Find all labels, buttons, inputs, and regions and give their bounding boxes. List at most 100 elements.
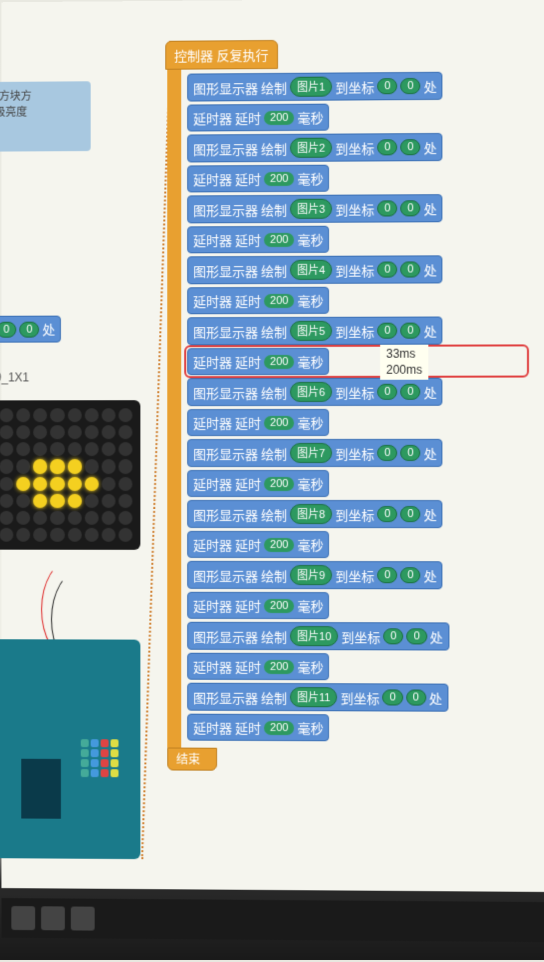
delay-block[interactable]: 延时器 延时 200 毫秒 [187, 164, 526, 193]
led-cell[interactable] [0, 425, 13, 439]
led-cell[interactable] [0, 408, 13, 422]
timer-label: 延时器 [193, 657, 232, 676]
led-cell[interactable] [0, 459, 13, 473]
led-cell[interactable] [101, 459, 115, 473]
led-cell[interactable] [84, 442, 98, 456]
coord-y[interactable]: 0 [19, 321, 39, 337]
display-block[interactable]: 图形显示器 绘制 图片7 到坐标 0 0 处 [187, 439, 526, 467]
delay-block[interactable]: 延时器 延时 200 毫秒 [187, 347, 526, 375]
led-cell[interactable] [118, 494, 132, 508]
led-cell[interactable] [118, 477, 132, 491]
led-cell[interactable] [16, 425, 30, 439]
display-block[interactable]: 图形显示器 绘制 图片1 到坐标 0 0 处 [187, 71, 526, 101]
start-icon[interactable] [11, 906, 35, 930]
display-block[interactable]: 图形显示器 绘制 图片2 到坐标 0 0 处 [187, 132, 526, 162]
main-block-stack[interactable]: 控制器 反复执行 图形显示器 绘制 图片1 到坐标 0 0 处延时器 延时 20… [165, 38, 526, 772]
led-cell[interactable] [33, 528, 47, 542]
led-cell[interactable] [0, 511, 13, 525]
led-cell[interactable] [0, 528, 13, 542]
led-cell[interactable] [101, 511, 115, 525]
led-cell[interactable] [33, 494, 47, 508]
delay-block[interactable]: 延时器 延时 200 毫秒 [187, 592, 526, 620]
led-cell[interactable] [50, 408, 64, 422]
coord-x[interactable]: 0 [0, 321, 16, 337]
led-cell[interactable] [101, 494, 115, 508]
led-cell[interactable] [16, 477, 30, 491]
arduino-board[interactable] [0, 639, 140, 859]
delay-block[interactable]: 延时器 延时 200 毫秒 [187, 531, 526, 558]
led-cell[interactable] [84, 528, 98, 542]
led-cell[interactable] [67, 408, 81, 422]
led-cell[interactable] [101, 425, 115, 439]
led-cell[interactable] [33, 425, 47, 439]
led-cell[interactable] [67, 528, 81, 542]
led-cell[interactable] [50, 528, 64, 542]
delay-block[interactable]: 延时器 延时 200 毫秒 [187, 225, 526, 253]
led-cell[interactable] [33, 477, 47, 491]
led-cell[interactable] [50, 511, 64, 525]
led-cell[interactable] [118, 425, 132, 439]
led-cell[interactable] [33, 442, 47, 456]
display-block[interactable]: 图形显示器 绘制 图片10 到坐标 0 0 处 [187, 622, 526, 651]
controller-loop-block[interactable]: 控制器 反复执行 [165, 40, 277, 70]
led-cell[interactable] [16, 494, 30, 508]
led-cell[interactable] [84, 511, 98, 525]
led-cell[interactable] [84, 425, 98, 439]
display-block[interactable]: 图形显示器 绘制 图片5 到坐标 0 0 处 [187, 316, 526, 345]
led-cell[interactable] [84, 408, 98, 422]
delay-block[interactable]: 延时器 延时 200 毫秒 [187, 653, 526, 681]
led-cell[interactable] [118, 528, 132, 542]
led-cell[interactable] [67, 477, 81, 491]
led-cell[interactable] [67, 511, 81, 525]
led-cell[interactable] [16, 528, 30, 542]
led-cell[interactable] [33, 459, 47, 473]
led-cell[interactable] [84, 477, 98, 491]
led-cell[interactable] [101, 477, 115, 491]
delay-block[interactable]: 延时器 延时 200 毫秒 [187, 102, 526, 131]
delay-block[interactable]: 延时器 延时 200 毫秒 [187, 286, 526, 314]
led-cell[interactable] [16, 459, 30, 473]
led-cell[interactable] [118, 511, 132, 525]
led-cell[interactable] [50, 425, 64, 439]
display-block[interactable]: 图形显示器 绘制 图片8 到坐标 0 0 处 [187, 500, 526, 528]
led-cell[interactable] [101, 408, 115, 422]
comment-box[interactable]: LED方块方 选8级亮度 52) [0, 81, 91, 151]
led-cell[interactable] [50, 477, 64, 491]
led-cell[interactable] [16, 408, 30, 422]
taskbar-app-icon[interactable] [41, 906, 65, 930]
led-cell[interactable] [67, 494, 81, 508]
delay-block[interactable]: 延时器 延时 200 毫秒 [187, 409, 526, 436]
led-cell[interactable] [33, 408, 47, 422]
display-block[interactable]: 图形显示器 绘制 图片4 到坐标 0 0 处 [187, 255, 526, 284]
led-cell[interactable] [101, 528, 115, 542]
led-cell[interactable] [67, 442, 81, 456]
taskbar-app-icon[interactable] [71, 906, 95, 930]
left-snippet-block[interactable]: 坐标 0 0 处 [0, 316, 61, 343]
led-cell[interactable] [33, 511, 47, 525]
led-cell[interactable] [16, 511, 30, 525]
led-cell[interactable] [0, 494, 13, 508]
led-cell[interactable] [50, 459, 64, 473]
display-block[interactable]: 图形显示器 绘制 图片6 到坐标 0 0 处 [187, 378, 526, 407]
led-cell[interactable] [67, 459, 81, 473]
led-cell[interactable] [118, 459, 132, 473]
led-cell[interactable] [118, 442, 132, 456]
led-cell[interactable] [50, 494, 64, 508]
workspace[interactable]: LED方块方 选8级亮度 52) 坐标 0 0 处 219_1X1 [1, 0, 544, 892]
led-cell[interactable] [0, 477, 13, 491]
led-cell[interactable] [0, 442, 13, 456]
led-cell[interactable] [118, 408, 132, 422]
led-cell[interactable] [16, 442, 30, 456]
led-cell[interactable] [84, 494, 98, 508]
taskbar[interactable] [1, 898, 544, 942]
led-matrix[interactable] [0, 400, 140, 550]
display-block[interactable]: 图形显示器 绘制 图片3 到坐标 0 0 处 [187, 194, 526, 224]
led-cell[interactable] [50, 442, 64, 456]
led-cell[interactable] [84, 459, 98, 473]
delay-block[interactable]: 延时器 延时 200 毫秒 [187, 714, 526, 743]
display-block[interactable]: 图形显示器 绘制 图片9 到坐标 0 0 处 [187, 561, 526, 590]
display-block[interactable]: 图形显示器 绘制 图片11 到坐标 0 0 处 [187, 683, 526, 712]
led-cell[interactable] [67, 425, 81, 439]
delay-block[interactable]: 延时器 延时 200 毫秒 [187, 470, 526, 497]
led-cell[interactable] [101, 442, 115, 456]
